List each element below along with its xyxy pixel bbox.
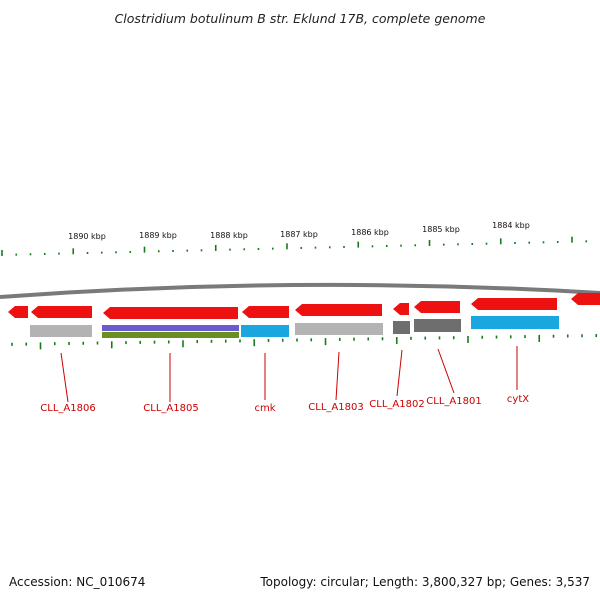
- gene-label: CLL_A1801: [426, 396, 481, 407]
- label-leader-line: [437, 348, 455, 394]
- label-leader-line: [335, 351, 340, 401]
- inner-ticks: [11, 334, 598, 350]
- scale-tick-label: 1885 kbp: [422, 225, 460, 234]
- gene-label: CLL_A1803: [308, 402, 363, 413]
- annotation-block: [414, 319, 461, 332]
- annotation-block: [102, 332, 239, 338]
- gene-arrow-left-icon: [471, 298, 557, 310]
- scale-tick-label: 1887 kbp: [280, 230, 318, 239]
- gene-arrow-left-icon: [295, 304, 382, 316]
- gene-arrow-left-icon: [414, 301, 460, 313]
- annotation-block: [30, 325, 92, 337]
- gene-label: CLL_A1802: [369, 399, 424, 410]
- scale-tick-label: 1884 kbp: [492, 221, 530, 230]
- gene-arrow-left-icon: [103, 307, 238, 319]
- scale-tick-label: 1886 kbp: [351, 228, 389, 237]
- gene-label: cytX: [507, 394, 529, 405]
- scale-ticks: [1, 236, 588, 256]
- label-leader-line: [60, 352, 69, 403]
- gene-labels: CLL_A1806 CLL_A1805 cmk CLL_A1803 CLL_A1802 C…: [40, 346, 529, 414]
- map-title: Clostridium botulinum B str. Eklund 17B,…: [115, 11, 486, 26]
- accession-text: Accession: NC_010674: [9, 575, 145, 589]
- gene-label: cmk: [254, 403, 275, 414]
- annotation-block: [241, 325, 289, 337]
- scale-tick-label: 1889 kbp: [139, 231, 177, 240]
- gene-arrow-left-icon: [8, 306, 28, 318]
- gene-track: [8, 293, 600, 319]
- annotation-block: [393, 321, 410, 334]
- gene-arrow-left-icon: [393, 303, 409, 315]
- scale-tick-label: 1890 kbp: [68, 232, 106, 241]
- annotation-block: [102, 325, 239, 331]
- scale-tick-label: 1888 kbp: [210, 231, 248, 240]
- gene-arrow-left-icon: [31, 306, 92, 318]
- gene-arrow-left-icon: [571, 293, 600, 305]
- scale-labels: 1890 kbp 1889 kbp 1888 kbp 1887 kbp 1886 kbp…: [68, 221, 530, 241]
- genome-backbone: [0, 282, 600, 299]
- label-leader-line: [396, 349, 403, 397]
- annotation-track: [30, 316, 559, 338]
- gene-arrow-left-icon: [242, 306, 289, 318]
- annotation-block: [471, 316, 559, 329]
- gene-label: CLL_A1805: [143, 403, 198, 414]
- annotation-block: [295, 323, 383, 335]
- gene-label: CLL_A1806: [40, 403, 95, 414]
- topology-text: Topology: circular; Length: 3,800,327 bp…: [259, 575, 590, 589]
